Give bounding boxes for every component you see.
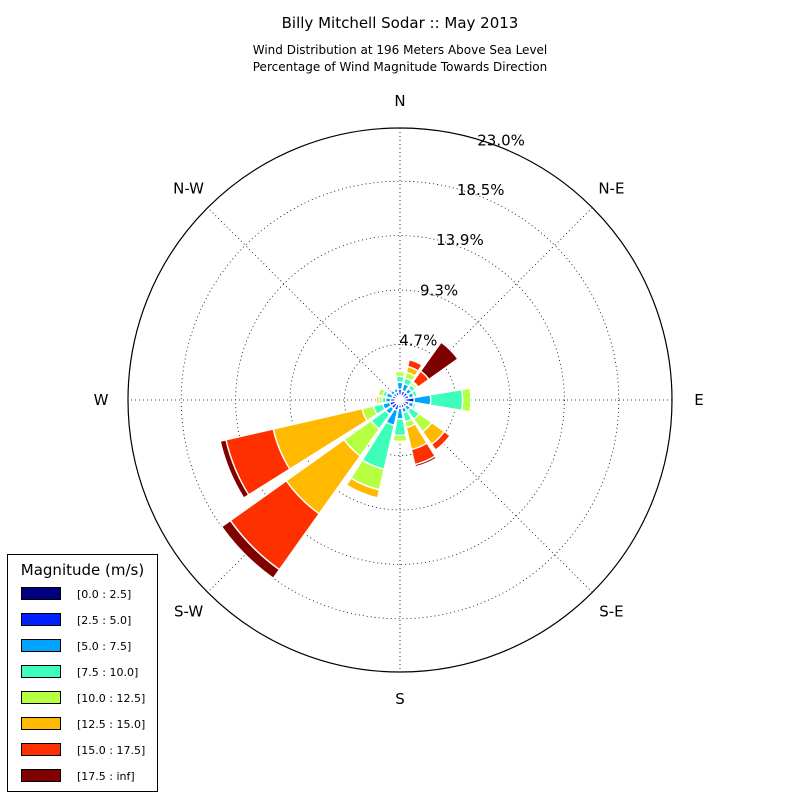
legend-swatch [21, 769, 61, 782]
wind-bar-segment [413, 455, 438, 468]
wind-bar-segment [434, 434, 453, 453]
wind-bar-segment [460, 387, 472, 413]
legend-swatch [21, 691, 61, 704]
legend-swatch [21, 717, 61, 730]
legend-swatch [21, 665, 61, 678]
legend-swatch [21, 639, 61, 652]
radial-tick-label: 18.5% [457, 181, 505, 199]
direction-label: S [395, 690, 405, 708]
direction-label: S-W [174, 602, 203, 620]
legend-label: [2.5 : 5.0] [77, 614, 132, 627]
radial-tick-labels: 4.7% 9.3% 13.9% 18.5% 23.0% [399, 132, 525, 350]
wind-bars [219, 341, 472, 580]
wind-bar-segment [392, 387, 399, 394]
radial-tick-label: 23.0% [477, 132, 525, 150]
legend: Magnitude (m/s) [0.0 : 2.5] [2.5 : 5.0] [5… [7, 554, 158, 792]
legend-label: [0.0 : 2.5] [77, 588, 132, 601]
wind-bar-segment [375, 395, 380, 405]
legend-title: Magnitude (m/s) [20, 561, 145, 579]
radial-tick-label: 9.3% [420, 281, 458, 299]
chart-subtitle-line-2: Percentage of Wind Magnitude Towards Dir… [253, 60, 547, 74]
radial-tick-label: 13.9% [436, 231, 484, 249]
polar-frame [127, 127, 673, 673]
direction-label: E [694, 391, 703, 409]
legend-label: [17.5 : inf] [77, 770, 135, 783]
wind-bar-segment [345, 477, 381, 499]
chart-subtitle-line-1: Wind Distribution at 196 Meters Above Se… [253, 43, 548, 57]
legend-swatch [21, 587, 61, 600]
legend-label: [5.0 : 7.5] [77, 640, 132, 653]
wind-bar-segment [408, 357, 424, 366]
radial-tick-label: 4.7% [399, 332, 437, 350]
legend-swatch [21, 613, 61, 626]
wind-bar-segment [219, 439, 250, 500]
chart-title: Billy Mitchell Sodar :: May 2013 [282, 14, 519, 32]
wind-bar-segment [419, 341, 459, 381]
wind-bar-segment [392, 434, 408, 443]
legend-swatch [21, 743, 61, 756]
direction-label: N-E [598, 180, 624, 198]
wind-bar-segment [394, 370, 406, 378]
wind-bar-segment [429, 388, 464, 412]
legend-label: [15.0 : 17.5] [77, 744, 146, 757]
wind-bar-segment [411, 389, 419, 398]
direction-label: W [94, 391, 109, 409]
grid-circle [289, 289, 511, 511]
direction-labels: N N-E E S-E S S-W W N-W [94, 92, 704, 708]
wind-bar-segment [220, 519, 281, 580]
grid-circle [180, 180, 620, 620]
direction-label: S-E [599, 602, 623, 620]
direction-label: N [394, 92, 405, 110]
wind-bar-segment [395, 375, 405, 384]
legend-label: [10.0 : 12.5] [77, 692, 146, 705]
wind-bar-segment [377, 387, 386, 397]
direction-label: N-W [173, 180, 204, 198]
legend-label: [7.5 : 10.0] [77, 666, 139, 679]
wind-bar-segment [411, 402, 417, 410]
legend-label: [12.5 : 15.0] [77, 718, 146, 731]
